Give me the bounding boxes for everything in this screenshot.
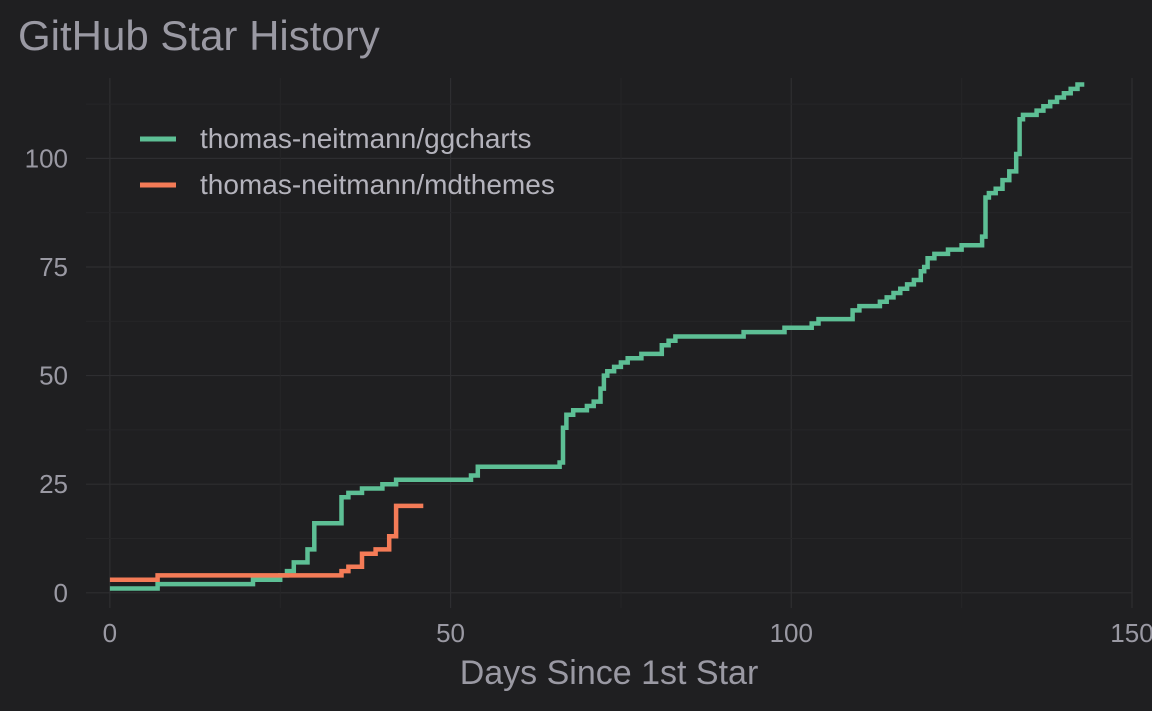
x-tick-label: 50 [436,618,465,648]
y-tick-label: 75 [39,252,68,282]
grid-layer [86,78,1133,608]
legend-label: thomas-neitmann/ggcharts [200,123,532,154]
series-line-1 [109,82,1085,591]
x-tick-label: 150 [1110,618,1152,648]
x-tick-label: 100 [770,618,813,648]
x-tick-label: 0 [103,618,117,648]
y-tick-label: 0 [54,578,68,608]
legend: thomas-neitmann/ggcharts thomas-neitmann/… [140,123,555,200]
x-axis-title: Days Since 1st Star [460,654,759,692]
series-line-2 [109,503,424,583]
series-layer [109,82,1085,591]
ticks-layer: 0 50 100 150 0 25 50 75 100 [25,143,1152,648]
legend-label: thomas-neitmann/mdthemes [200,169,555,200]
chart-title: GitHub Star History [18,12,380,59]
y-tick-label: 100 [25,143,68,173]
y-tick-label: 25 [39,469,68,499]
y-tick-label: 50 [39,361,68,391]
